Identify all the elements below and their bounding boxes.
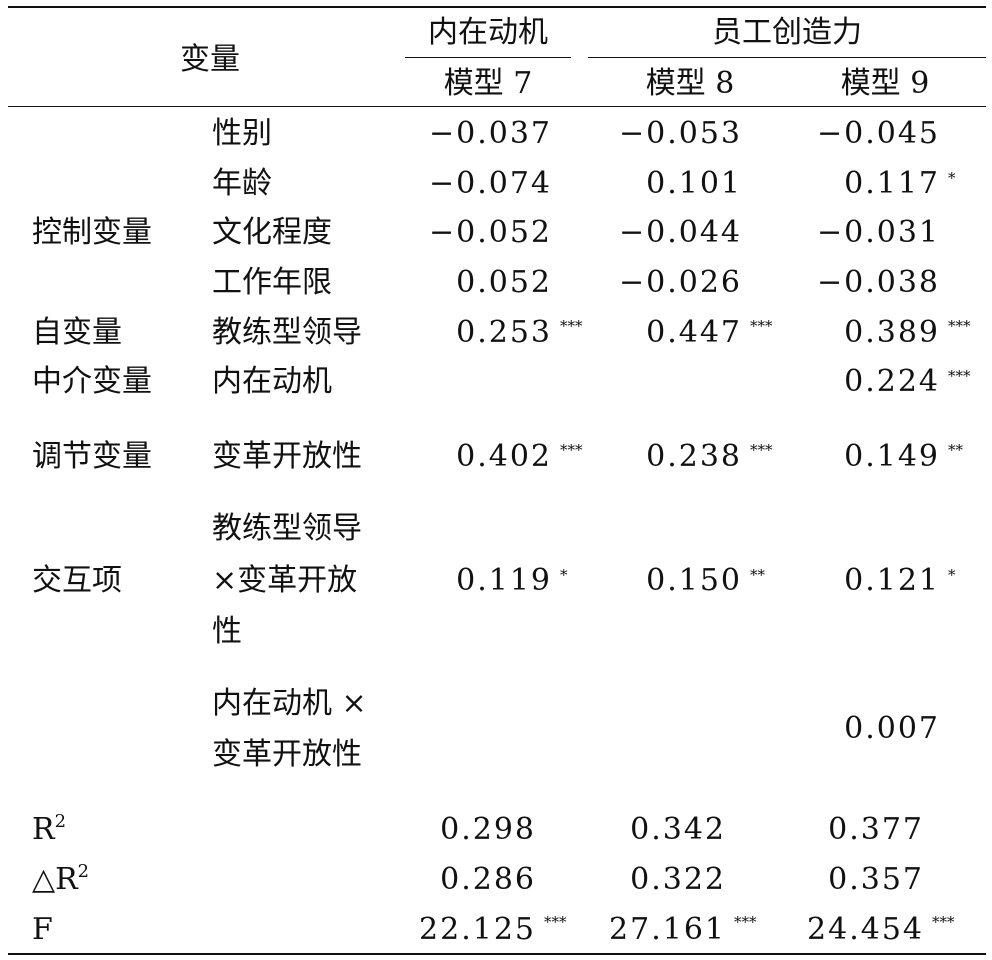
top-rule bbox=[8, 6, 986, 8]
var-intrinsic-motivation: 内在动机 bbox=[212, 364, 332, 399]
category-independent: 自变量 bbox=[32, 315, 122, 350]
cell-interaction2-m9: 0.007 bbox=[844, 711, 940, 746]
cell-openness-m8: 0.238 bbox=[646, 439, 742, 474]
cell-gender-m9: −0.045 bbox=[816, 116, 940, 151]
cell-coaching-m8: 0.447 bbox=[646, 315, 742, 350]
header-rule bbox=[8, 106, 986, 107]
sig-age-m9: * bbox=[948, 169, 956, 187]
var-interaction-2-line-1: 内在动机 × bbox=[212, 686, 367, 721]
header-model-7: 模型 7 bbox=[443, 66, 533, 101]
header-model-8: 模型 8 bbox=[645, 66, 735, 101]
cell-education-m7: −0.052 bbox=[428, 215, 552, 250]
cell-interaction1-m9: 0.121 bbox=[844, 563, 940, 598]
sig-coaching-m7: *** bbox=[560, 317, 583, 335]
cell-age-m7: −0.074 bbox=[428, 166, 552, 201]
var-coaching-leadership: 教练型领导 bbox=[212, 315, 362, 350]
cell-gender-m7: −0.037 bbox=[428, 116, 552, 151]
sig-f-m9: *** bbox=[932, 913, 955, 931]
var-interaction-1-line-3: 性 bbox=[212, 614, 242, 649]
cell-openness-m7: 0.402 bbox=[456, 439, 552, 474]
cell-tenure-m8: −0.026 bbox=[618, 265, 742, 300]
header-intrinsic-motivation: 内在动机 bbox=[428, 15, 548, 50]
stat-delta-r2-label: △R2 bbox=[32, 861, 90, 897]
group-rule-left bbox=[405, 57, 571, 58]
stat-f-m9: 24.454 bbox=[807, 912, 924, 947]
sig-interaction1-m9: * bbox=[948, 566, 956, 584]
var-openness-to-change: 变革开放性 bbox=[212, 439, 362, 474]
sig-coaching-m9: *** bbox=[948, 317, 971, 335]
sig-coaching-m8: *** bbox=[750, 317, 773, 335]
sig-f-m8: *** bbox=[734, 913, 757, 931]
sig-motivation-m9: *** bbox=[948, 367, 971, 385]
category-mediator: 中介变量 bbox=[32, 364, 152, 399]
cell-age-m8: 0.101 bbox=[646, 166, 742, 201]
stat-r2-label: R2 bbox=[32, 811, 67, 847]
header-variable: 变量 bbox=[180, 42, 240, 77]
cell-education-m9: −0.031 bbox=[816, 215, 940, 250]
cell-gender-m8: −0.053 bbox=[618, 116, 742, 151]
stat-delta-r2-m9: 0.357 bbox=[828, 862, 924, 897]
cell-openness-m9: 0.149 bbox=[844, 439, 940, 474]
cell-interaction1-m7: 0.119 bbox=[456, 563, 552, 598]
stat-f-m8: 27.161 bbox=[609, 912, 726, 947]
category-interaction: 交互项 bbox=[32, 563, 122, 598]
stat-f-m7: 22.125 bbox=[419, 912, 536, 947]
sig-openness-m7: *** bbox=[560, 441, 583, 459]
sig-f-m7: *** bbox=[544, 913, 567, 931]
stat-r2-m8: 0.342 bbox=[630, 812, 726, 847]
cell-motivation-m9: 0.224 bbox=[844, 364, 940, 399]
cell-interaction1-m8: 0.150 bbox=[646, 563, 742, 598]
category-control: 控制变量 bbox=[32, 215, 152, 250]
cell-age-m9: 0.117 bbox=[844, 166, 940, 201]
var-interaction-2-line-2: 变革开放性 bbox=[212, 737, 362, 772]
group-rule-right bbox=[588, 57, 986, 58]
stat-r2-m7: 0.298 bbox=[440, 812, 536, 847]
var-interaction-1-line-1: 教练型领导 bbox=[212, 511, 362, 546]
stat-r2-m9: 0.377 bbox=[828, 812, 924, 847]
stat-f-label: F bbox=[32, 912, 53, 947]
stat-delta-r2-m8: 0.322 bbox=[630, 862, 726, 897]
header-model-9: 模型 9 bbox=[840, 66, 930, 101]
sig-interaction1-m8: ** bbox=[750, 566, 765, 584]
bottom-rule bbox=[8, 953, 986, 955]
sig-openness-m8: *** bbox=[750, 441, 773, 459]
cell-education-m8: −0.044 bbox=[618, 215, 742, 250]
cell-tenure-m7: 0.052 bbox=[456, 265, 552, 300]
cell-tenure-m9: −0.038 bbox=[816, 265, 940, 300]
sig-interaction1-m7: * bbox=[560, 566, 568, 584]
cell-coaching-m7: 0.253 bbox=[456, 315, 552, 350]
stat-delta-r2-m7: 0.286 bbox=[440, 862, 536, 897]
var-interaction-1-line-2: ×变革开放 bbox=[212, 563, 358, 598]
var-gender: 性别 bbox=[212, 116, 272, 151]
var-education: 文化程度 bbox=[212, 215, 332, 250]
category-moderator: 调节变量 bbox=[32, 439, 152, 474]
var-tenure: 工作年限 bbox=[212, 265, 332, 300]
header-employee-creativity: 员工创造力 bbox=[712, 15, 862, 50]
sig-openness-m9: ** bbox=[948, 441, 963, 459]
cell-coaching-m9: 0.389 bbox=[844, 315, 940, 350]
var-age: 年龄 bbox=[212, 166, 272, 201]
